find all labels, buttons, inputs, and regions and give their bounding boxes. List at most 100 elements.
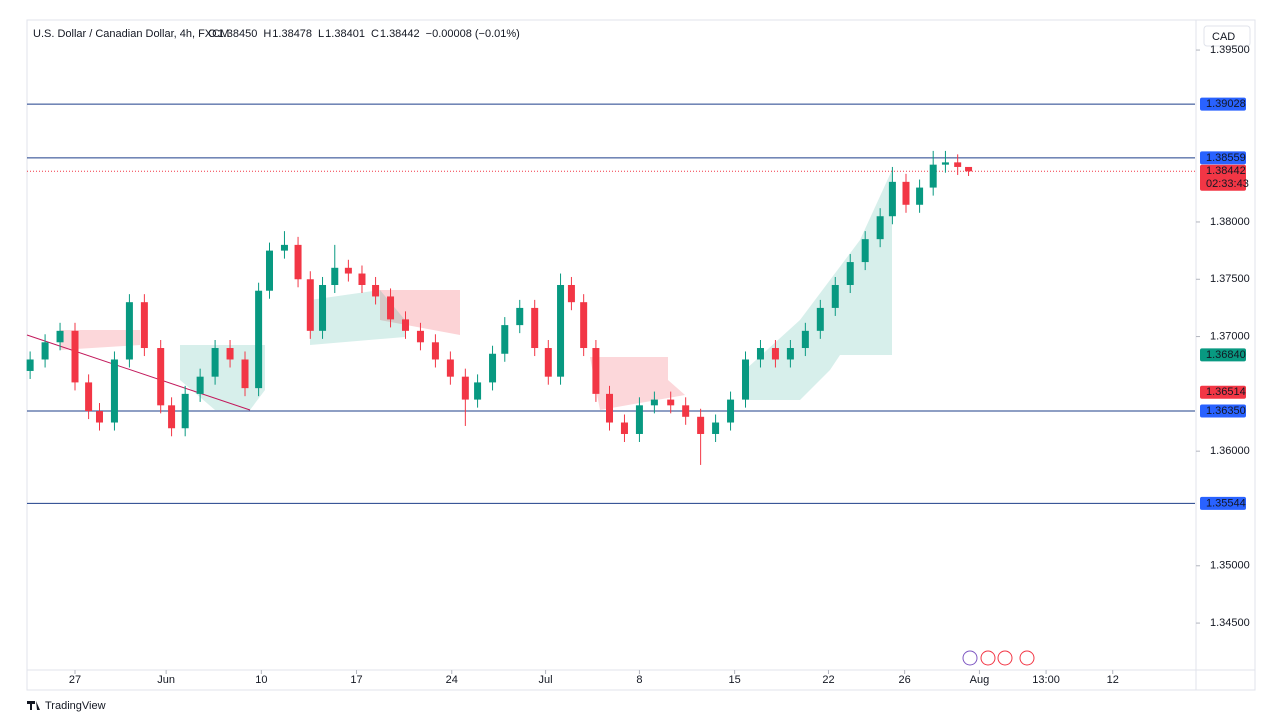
y-tick-label: 1.34500 (1210, 617, 1250, 629)
candle-body (344, 267, 352, 274)
candle-body (916, 187, 924, 205)
x-tick-label: Jun (157, 674, 175, 686)
price-label: 1.38559 (1206, 152, 1246, 164)
price-label: 1.36514 (1206, 386, 1246, 398)
price-label: 1.39028 (1206, 98, 1246, 110)
quote-value: 1.38478 (272, 28, 312, 40)
candle-body (387, 296, 395, 320)
brand-logo (27, 701, 40, 710)
quote-key: C (371, 28, 379, 40)
price-label-box (1200, 385, 1246, 399)
x-tick-label: Jul (539, 674, 553, 686)
candle-body (168, 405, 176, 429)
candle-body (501, 325, 509, 354)
candle-body (861, 239, 869, 263)
candle-body (372, 284, 380, 297)
candle-body (95, 411, 103, 423)
quote-key: L (318, 28, 324, 40)
x-tick-label: 8 (636, 674, 642, 686)
candle-body (110, 359, 118, 423)
candle-body (431, 342, 439, 360)
candle-body (544, 348, 552, 377)
candle-body (294, 244, 302, 280)
candle-body (401, 319, 409, 331)
candle-body (929, 164, 937, 188)
candle-body (941, 162, 949, 165)
candle-body (416, 330, 424, 343)
candle-body (211, 348, 219, 377)
y-tick-label: 1.37500 (1210, 273, 1250, 285)
quote-value: 1.38450 (218, 28, 258, 40)
candle-body (196, 376, 204, 394)
price-label-box (1200, 404, 1246, 418)
quote-value: 1.38442 (380, 28, 420, 40)
candle-body (606, 393, 614, 423)
x-tick-label: 17 (350, 674, 362, 686)
price-label-box (1200, 151, 1246, 165)
x-tick-label: 12 (1107, 674, 1119, 686)
x-tick-label: 24 (446, 674, 458, 686)
candle-body (888, 181, 896, 217)
symbol-title: U.S. Dollar / Canadian Dollar, 4h, FXCM (33, 28, 229, 40)
x-tick-label: Aug (970, 674, 990, 686)
price-label-box (1200, 496, 1246, 510)
candle-body (742, 359, 750, 400)
candle-body (567, 284, 575, 303)
candle-body (140, 302, 148, 349)
y-tick-label: 1.38000 (1210, 216, 1250, 228)
candle-body (727, 399, 735, 423)
candle-body (712, 422, 720, 434)
candle-body (620, 422, 628, 434)
x-tick-label: 22 (822, 674, 834, 686)
x-tick-label: 26 (899, 674, 911, 686)
candle-body (446, 359, 454, 377)
event-icons (962, 650, 1035, 666)
candle-body (306, 279, 314, 331)
trend-line (26, 334, 251, 411)
candle-body (786, 348, 794, 360)
candle-body (876, 216, 884, 240)
candle-body (26, 359, 34, 371)
candle-body (255, 290, 263, 389)
price-label: 1.35544 (1206, 497, 1246, 509)
x-tick-label: 27 (69, 674, 81, 686)
candle-body (489, 353, 497, 383)
price-label: 1.36840 (1206, 349, 1246, 361)
event-icon (962, 650, 978, 666)
quote-value: 1.38401 (325, 28, 365, 40)
candle-body (846, 262, 854, 285)
quote-key: H (263, 28, 271, 40)
candle-body (831, 284, 839, 308)
candle-body (181, 393, 189, 429)
event-icon (980, 650, 996, 666)
y-tick-label: 1.39500 (1210, 44, 1250, 56)
cloud-red (590, 357, 685, 410)
y-tick-label: 1.35000 (1210, 560, 1250, 572)
currency-button[interactable] (1203, 25, 1251, 47)
price-label-box (1200, 97, 1246, 111)
candle-body (358, 273, 366, 285)
candle-body (667, 399, 675, 406)
brand: TradingView (45, 700, 106, 712)
candle-body (816, 307, 824, 331)
candle-body (965, 166, 973, 172)
candle-body (125, 302, 133, 360)
candle-body (71, 330, 79, 383)
quote-change: −0.00008 (−0.01%) (426, 28, 520, 40)
candles (26, 150, 973, 465)
candle-body (331, 267, 339, 285)
y-tick-label: 1.36000 (1210, 445, 1250, 457)
candle-body (592, 348, 600, 394)
cloud-green (310, 290, 405, 345)
candle-body (41, 342, 49, 360)
candle-body (580, 302, 588, 349)
candle-body (682, 405, 690, 417)
candle-body (557, 284, 565, 377)
event-icon (1019, 650, 1035, 666)
candle-body (650, 399, 658, 406)
x-tick-label: 13:00 (1032, 674, 1060, 686)
cloud-red (380, 290, 460, 335)
candle-body (157, 348, 165, 406)
candle-body (474, 382, 482, 400)
